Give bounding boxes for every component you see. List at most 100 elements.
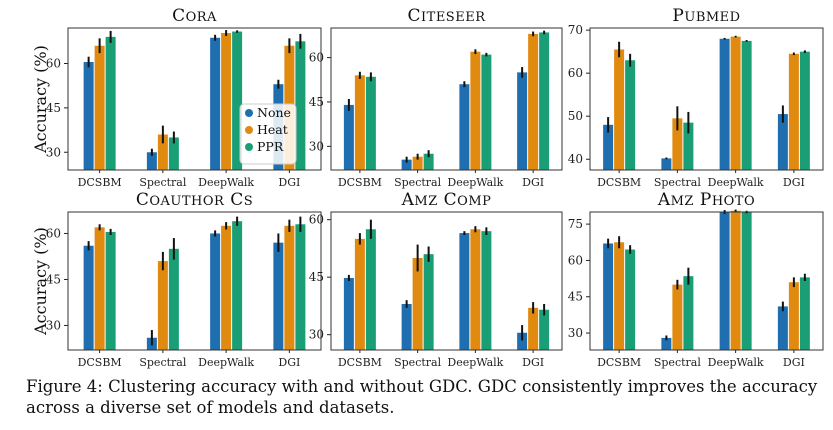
- x-tick-label: DCSBM: [597, 356, 641, 369]
- panel-frame: [330, 211, 563, 351]
- title-initial: A: [401, 190, 415, 210]
- bar-ppr-dgi: [799, 51, 810, 170]
- x-tick-label: DCSBM: [78, 356, 122, 369]
- x-tick-label: DeepWalk: [708, 356, 764, 369]
- bar-none-deepwalk: [719, 38, 730, 171]
- legend: None Heat PPR: [239, 103, 297, 165]
- bar-ppr-dcsbm: [105, 231, 116, 350]
- bar-ppr-spectral: [683, 122, 694, 170]
- title-rest: HOTO: [712, 194, 755, 209]
- bar-heat-deepwalk: [730, 36, 741, 170]
- y-tick-label: 50: [568, 109, 583, 123]
- bar-none-deepwalk: [210, 233, 221, 350]
- y-tick-label: 60: [46, 57, 61, 71]
- bar-heat-dcsbm: [614, 49, 625, 170]
- y-tick-label: 45: [568, 290, 583, 304]
- bar-none-dgi: [273, 242, 284, 350]
- legend-box: [239, 103, 297, 165]
- title-rest: UBMED: [684, 10, 740, 25]
- bar-heat-dcsbm: [94, 45, 105, 170]
- bar-none-deepwalk: [719, 212, 730, 350]
- bar-heat-dgi: [788, 282, 799, 350]
- bar-none-spectral: [401, 304, 412, 350]
- panel-title: CITESEER: [408, 6, 487, 26]
- bar-ppr-dgi: [539, 32, 550, 170]
- bar-heat-dgi: [528, 33, 539, 170]
- title-rest: MZ: [414, 194, 437, 209]
- chart-panel-pubmed: PUBMED 40 50 60 70 DCSBM Spectral DeepWalk DGI: [568, 6, 824, 189]
- y-tick-label: 45: [309, 95, 324, 109]
- x-tick-label: Spectral: [654, 176, 701, 189]
- x-tick-label: DGI: [522, 356, 544, 369]
- bar-ppr-deepwalk: [741, 212, 752, 350]
- y-tick-label: 40: [568, 152, 583, 166]
- bar-heat-dgi: [788, 53, 799, 171]
- x-tick-label: Spectral: [139, 176, 186, 189]
- bar-none-deepwalk: [210, 37, 221, 171]
- x-tick-label: DGI: [522, 176, 544, 189]
- y-axis-label: Accuracy (%): [31, 227, 50, 336]
- bar-heat-dcsbm: [354, 75, 365, 170]
- bar-heat-deepwalk: [470, 51, 481, 170]
- bar-ppr-spectral: [423, 254, 434, 350]
- y-tick-label: 60: [568, 253, 583, 267]
- bar-ppr-spectral: [683, 276, 694, 350]
- legend-label-heat: Heat: [257, 122, 288, 137]
- y-tick-label: 70: [568, 23, 583, 37]
- bar-none-spectral: [146, 152, 157, 170]
- bar-ppr-spectral: [168, 248, 179, 350]
- title-initial: C: [408, 6, 422, 26]
- bar-ppr-dgi: [539, 309, 550, 350]
- bar-heat-spectral: [672, 284, 683, 350]
- bar-none-deepwalk: [459, 84, 470, 170]
- x-tick-label: DGI: [278, 176, 300, 189]
- bar-none-dgi: [517, 332, 528, 350]
- y-tick-label: 60: [309, 213, 324, 227]
- panel-title: AMZ COMP: [401, 190, 492, 210]
- chart-panel-citeseer: CITESEER 30 45 60 DCSBM Spectral DeepWalk DGI: [309, 6, 563, 189]
- bar-none-dcsbm: [603, 243, 614, 350]
- x-tick-label: DGI: [278, 356, 300, 369]
- title-initial: C: [172, 6, 186, 26]
- bar-ppr-dcsbm: [625, 60, 636, 170]
- x-tick-label: Spectral: [654, 356, 701, 369]
- x-tick-label: Spectral: [394, 176, 441, 189]
- bar-ppr-deepwalk: [481, 54, 492, 170]
- y-tick-label: 60: [46, 226, 61, 240]
- bar-ppr-deepwalk: [741, 40, 752, 171]
- y-tick-label: 30: [46, 318, 61, 332]
- bar-heat-spectral: [672, 118, 683, 170]
- bar-heat-dcsbm: [614, 242, 625, 350]
- bar-none-dcsbm: [343, 104, 354, 170]
- title-rest: OMP: [457, 194, 491, 209]
- chart-panel-amz-photo: AMZ PHOTO 30 45 60 75 DCSBM Spectral DeepWalk DG…: [568, 190, 824, 369]
- y-axis-label: Accuracy (%): [31, 45, 50, 154]
- title-initial: C: [438, 190, 457, 210]
- y-tick-label: 60: [568, 66, 583, 80]
- bar-heat-deepwalk: [221, 225, 232, 350]
- x-tick-label: DeepWalk: [708, 176, 764, 189]
- title-rest: OAUTHOR: [149, 194, 225, 209]
- x-tick-label: DeepWalk: [447, 176, 503, 189]
- bar-none-dgi: [777, 114, 788, 170]
- bar-ppr-dgi: [799, 277, 810, 350]
- x-tick-label: DCSBM: [78, 176, 122, 189]
- title-rest: ORA: [186, 10, 217, 25]
- x-tick-label: DCSBM: [597, 176, 641, 189]
- y-tick-label: 45: [46, 101, 61, 115]
- bar-heat-dcsbm: [354, 238, 365, 350]
- panel-frame: [67, 27, 322, 171]
- title-initial: C: [224, 190, 243, 210]
- bar-none-spectral: [661, 337, 672, 350]
- bar-heat-spectral: [412, 258, 423, 350]
- chart-panel-amz-comp: AMZ COMP 30 45 60 DCSBM Spectral DeepWalk DGI: [309, 190, 563, 369]
- bar-ppr-deepwalk: [232, 31, 243, 170]
- panel-frame: [67, 211, 322, 351]
- bar-heat-dgi: [284, 225, 295, 350]
- panel-title: COAUTHOR CS: [136, 190, 253, 210]
- legend-marker-ppr: [245, 143, 253, 151]
- bar-heat-spectral: [157, 261, 168, 350]
- bar-heat-dgi: [528, 307, 539, 350]
- y-tick-label: 30: [309, 139, 324, 153]
- panel-frame: [589, 27, 824, 171]
